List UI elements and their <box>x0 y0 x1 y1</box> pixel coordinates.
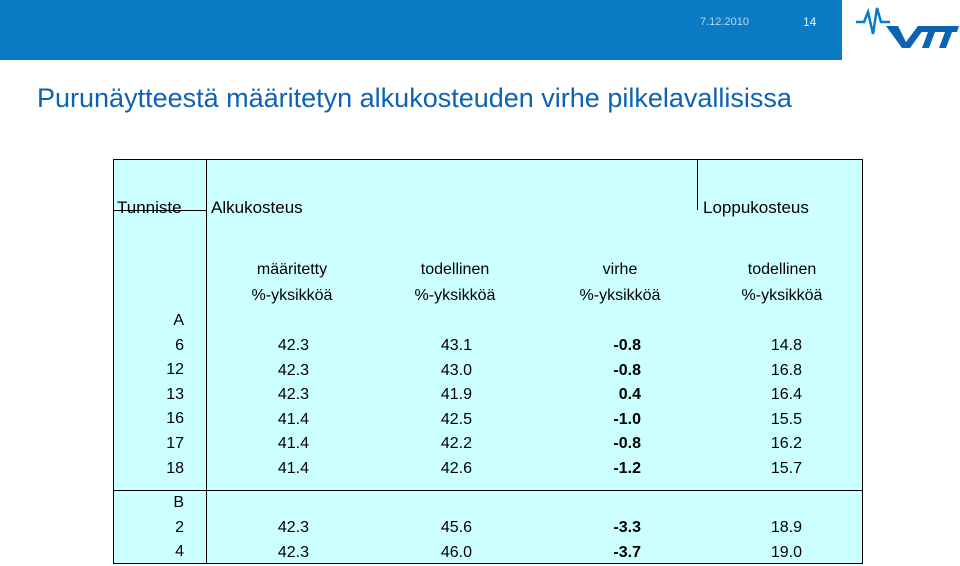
error-value: -3.3 <box>613 519 641 536</box>
measured-value: 42.3 <box>277 337 309 354</box>
error-value: -1.0 <box>613 410 641 428</box>
error-value: -0.8 <box>613 361 641 379</box>
sample-id: 16 <box>166 410 184 428</box>
sample-id: 17 <box>166 434 184 452</box>
sample-id: 4 <box>175 543 184 561</box>
row-divider <box>114 210 206 211</box>
measured-value: 41.4 <box>277 459 309 477</box>
group-a-error-column: -0.8 -0.8 0.4 -1.0 -0.8 -1.2 <box>586 334 641 482</box>
sample-id: 6 <box>175 336 184 354</box>
subheader-line: %-yksikköä <box>414 287 496 304</box>
group-b-id-column: B 2 4 <box>134 491 184 565</box>
measured-value: 41.4 <box>277 435 309 453</box>
measured-value: 42.3 <box>277 361 309 379</box>
subheader-line: %-yksikköä <box>579 287 661 304</box>
error-value: -0.8 <box>613 337 641 354</box>
actual-value: 43.0 <box>440 361 472 379</box>
group-divider <box>114 490 862 491</box>
page-number: 14 <box>803 15 817 29</box>
vtt-logo <box>856 7 959 48</box>
subheader-actual: todellinen %-yksikköä <box>389 257 521 309</box>
group-a-final-column: 14.8 16.8 16.4 15.5 16.2 15.7 <box>757 334 802 482</box>
sample-id: 2 <box>175 518 184 536</box>
error-value: -3.7 <box>613 543 641 561</box>
sample-id: 18 <box>166 459 184 477</box>
subheader-line: todellinen <box>420 261 490 278</box>
group-label: B <box>173 494 184 511</box>
measured-value: 42.3 <box>277 519 309 536</box>
header-initial-moisture: Alkukosteus <box>211 198 303 217</box>
final-value: 19.0 <box>770 543 802 561</box>
subheader-line: todellinen <box>747 261 817 278</box>
final-value: 15.7 <box>770 459 802 477</box>
final-value: 16.8 <box>770 361 802 379</box>
final-value: 16.2 <box>770 435 802 453</box>
measured-value: 42.3 <box>277 386 309 404</box>
group-label: A <box>173 312 184 329</box>
header-bar: 7.12.2010 14 <box>0 0 842 60</box>
group-a-measured-column: 42.3 42.3 42.3 41.4 41.4 41.4 <box>264 334 309 482</box>
actual-value: 42.6 <box>440 459 472 477</box>
subheader-final: todellinen %-yksikköä <box>716 257 848 309</box>
subheader-line: virhe <box>602 261 638 278</box>
group-b-error-column: -3.3 -3.7 <box>586 516 641 565</box>
sample-id: 13 <box>166 385 184 403</box>
measured-value: 41.4 <box>277 410 309 428</box>
group-b-measured-column: 42.3 42.3 <box>264 516 309 565</box>
column-divider <box>206 160 207 563</box>
group-b-actual-column: 45.6 46.0 <box>427 516 472 565</box>
final-value: 15.5 <box>770 410 802 428</box>
actual-value: 45.6 <box>440 519 472 536</box>
moisture-table: Tunniste Alkukosteus Loppukosteus määrit… <box>113 159 863 564</box>
actual-value: 43.1 <box>440 337 472 354</box>
final-value: 16.4 <box>770 386 802 404</box>
group-a-id-column: A 6 12 13 16 17 18 <box>134 309 184 481</box>
page-title: Purunäytteestä määritetyn alkukosteuden … <box>37 83 792 113</box>
error-value: -0.8 <box>613 435 641 453</box>
measured-value: 42.3 <box>277 543 309 561</box>
column-divider <box>697 160 698 210</box>
group-b-final-column: 18.9 19.0 <box>757 516 802 565</box>
subheader-error: virhe %-yksikköä <box>554 257 686 309</box>
final-value: 18.9 <box>770 519 802 536</box>
group-a-actual-column: 43.1 43.0 41.9 42.5 42.2 42.6 <box>427 334 472 482</box>
header-id: Tunniste <box>117 198 182 217</box>
slide-date: 7.12.2010 <box>700 16 749 28</box>
actual-value: 46.0 <box>440 543 472 561</box>
actual-value: 41.9 <box>440 386 472 404</box>
actual-value: 42.2 <box>440 435 472 453</box>
actual-value: 42.5 <box>440 410 472 428</box>
header-final-moisture: Loppukosteus <box>703 198 809 217</box>
error-value: 0.4 <box>618 386 641 404</box>
subheader-line: %-yksikköä <box>251 287 333 304</box>
final-value: 14.8 <box>770 337 802 354</box>
subheader-line: %-yksikköä <box>741 287 823 304</box>
sample-id: 12 <box>166 361 184 379</box>
subheader-line: määritetty <box>256 261 328 278</box>
error-value: -1.2 <box>613 459 641 477</box>
subheader-measured: määritetty %-yksikköä <box>226 257 358 309</box>
